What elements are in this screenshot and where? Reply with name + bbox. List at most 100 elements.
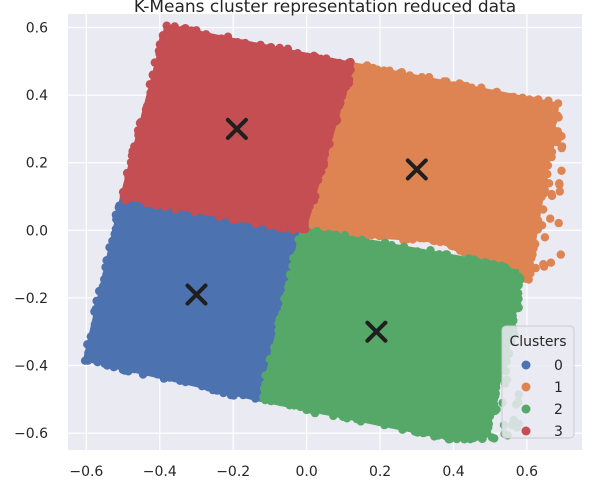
scatter-point [171, 205, 180, 214]
scatter-point [266, 43, 276, 52]
scatter-point [344, 67, 354, 77]
scatter-point [246, 391, 255, 400]
centroid-stroke [185, 283, 208, 306]
scatter-point [309, 196, 319, 205]
scatter-point [487, 125, 497, 134]
scatter-point [520, 229, 529, 239]
scatter-point [489, 106, 498, 116]
scatter-point [462, 327, 471, 336]
x-tick-label: 0.2 [369, 464, 391, 480]
scatter-point [370, 415, 379, 424]
centroid-markers [185, 117, 428, 343]
scatter-point [513, 184, 522, 193]
scatter-point [538, 205, 548, 214]
scatter-point [493, 246, 502, 256]
scatter-point [98, 282, 108, 291]
scatter-point [488, 353, 497, 362]
scatter-point [373, 65, 382, 74]
legend-item-1: 1 [521, 380, 563, 396]
scatter-point [540, 189, 549, 198]
scatter-point [388, 419, 398, 428]
scatter-point [513, 260, 522, 269]
scatter-point [506, 113, 516, 122]
scatter-point [465, 397, 474, 406]
scatter-point [494, 359, 504, 368]
scatter-point [525, 128, 535, 137]
scatter-point [536, 180, 546, 189]
scatter-point [492, 162, 501, 171]
scatter-point [108, 243, 118, 252]
scatter-point [397, 232, 407, 241]
scatter-point [492, 87, 501, 97]
scatter-point [484, 375, 494, 385]
scatter-point [442, 77, 451, 86]
scatter-point [492, 140, 501, 149]
scatter-point [482, 340, 491, 349]
scatter-point [494, 275, 503, 284]
legend-item-0: 0 [521, 358, 563, 374]
centroid-stroke [225, 117, 248, 140]
scatter-point [293, 49, 302, 58]
scatter-point [159, 374, 169, 383]
centroid-marker-3 [225, 117, 248, 140]
scatter-point [215, 207, 225, 216]
scatter-point [90, 327, 99, 336]
scatter-point [547, 189, 556, 199]
scatter-point [547, 147, 557, 157]
scatter-point [294, 235, 303, 244]
scatter-point [150, 368, 159, 377]
scatter-point [498, 92, 508, 101]
y-tick-label: 0.0 [26, 223, 48, 239]
y-tick-label: 0.6 [26, 21, 48, 37]
scatter-point [348, 235, 358, 245]
scatter-point [496, 213, 505, 222]
scatter-point [92, 320, 101, 329]
scatter-point [136, 139, 145, 149]
scatter-point [466, 354, 475, 363]
scatter-point [518, 250, 527, 259]
scatter-point [270, 343, 279, 352]
scatter-point [219, 388, 228, 398]
scatter-point [244, 42, 253, 51]
x-tick-label: −0.4 [143, 464, 177, 480]
scatter-point [475, 319, 484, 328]
scatter-point [317, 230, 326, 239]
legend-title: Clusters [510, 334, 567, 350]
scatter-point [534, 95, 543, 104]
scatter-point [495, 127, 505, 136]
legend-swatch [521, 426, 531, 436]
legend-label: 3 [554, 424, 563, 440]
scatter-point [514, 294, 523, 303]
scatter-point [480, 290, 489, 299]
legend-item-2: 2 [521, 402, 563, 418]
y-tick-label: 0.2 [26, 156, 48, 172]
scatter-point [385, 66, 394, 75]
scatter-point [285, 401, 294, 410]
scatter-point [532, 224, 541, 233]
scatter-point [471, 277, 481, 286]
scatter-point [555, 179, 564, 188]
scatter-point [521, 122, 531, 131]
scatter-point [462, 291, 471, 301]
centroid-marker-2 [365, 320, 388, 343]
scatter-point [472, 368, 481, 377]
scatter-point [324, 132, 333, 142]
scatter-point [555, 187, 564, 196]
scatter-point [554, 113, 563, 122]
scatter-point [425, 233, 435, 243]
scatter-point [84, 348, 93, 358]
scatter-point [539, 262, 549, 271]
scatter-point [420, 249, 429, 258]
scatter-point [509, 316, 518, 325]
scatter-point [152, 201, 161, 210]
scatter-point [322, 141, 331, 151]
scatter-point [96, 296, 106, 305]
tick-labels: −0.6 −0.4 −0.2 0.0 0.2 0.4 0.6 −0.6 −0.4 −0.2 0.0 0… [14, 21, 538, 480]
legend-label: 1 [554, 380, 563, 396]
scatter-point [554, 218, 563, 228]
scatter-point [548, 115, 557, 125]
scatter-point [334, 232, 343, 241]
scatter-point [102, 256, 111, 265]
legend-label: 2 [554, 402, 563, 418]
